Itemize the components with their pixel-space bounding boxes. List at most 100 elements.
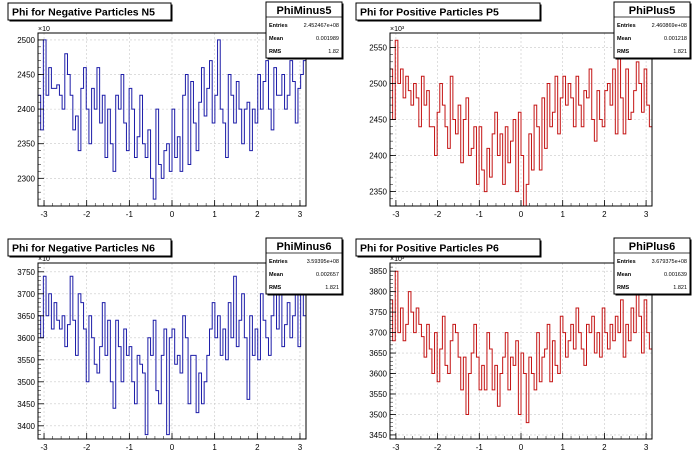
y-tick-label: 3650 (17, 312, 35, 321)
chart-panel-3: -3 -2 -1 0 1 2 3 3400 3450 3500 3550 3600 3650 3700 37… (7, 237, 344, 452)
stats-label: RMS (269, 285, 282, 291)
y-tick-label: 2350 (369, 188, 387, 197)
stats-name: PhiPlus5 (629, 5, 675, 17)
x-tick-label: -3 (40, 210, 48, 219)
chart-panel-1: -3 -2 -1 0 1 2 3 2300 2350 2400 2450 2500×10 Phi for… (7, 1, 344, 219)
x-tick-label: -3 (40, 443, 48, 452)
stats-label: Entries (269, 259, 288, 265)
title-box (355, 2, 541, 21)
stats-value: 1.821 (325, 285, 339, 291)
x-tick-label: 2 (255, 443, 260, 452)
y-tick-label: 2500 (17, 36, 35, 45)
x-tick-label: 1 (560, 443, 565, 452)
y-axis-exponent: ×10 (38, 256, 50, 263)
stats-value: 0.001989 (316, 36, 339, 42)
stats-name: PhiPlus6 (629, 241, 675, 253)
chart-panel-4: -3 -2 -1 0 1 2 3 3450 3500 3550 3600 3650 3700 3750 38… (355, 237, 692, 452)
title-box (7, 2, 172, 21)
stats-name: PhiMinus5 (276, 5, 331, 17)
y-tick-label: 2550 (369, 43, 387, 52)
x-tick-label: 2 (255, 210, 260, 219)
y-tick-label: 3850 (369, 267, 387, 276)
y-tick-label: 3800 (369, 288, 387, 297)
x-tick-label: 2 (602, 443, 607, 452)
x-tick-label: -2 (83, 443, 91, 452)
y-tick-label: 3550 (17, 356, 35, 365)
stats-label: Entries (617, 23, 636, 29)
x-tick-label: 0 (170, 210, 175, 219)
y-tick-label: 2450 (369, 116, 387, 125)
stats-value: 3.59395e+08 (307, 259, 339, 265)
x-tick-label: -1 (476, 210, 484, 219)
y-tick-label: 3450 (369, 431, 387, 440)
chart-title: Phi for Negative Particles N6 (12, 243, 155, 255)
x-tick-label: 2 (602, 210, 607, 219)
chart-title: Phi for Positive Particles P6 (360, 243, 499, 255)
stats-value: 1.821 (673, 285, 687, 291)
y-tick-label: 2400 (369, 152, 387, 161)
y-tick-label: 3500 (17, 378, 35, 387)
y-tick-label: 3650 (369, 349, 387, 358)
y-tick-label: 2350 (17, 140, 35, 149)
y-axis-exponent: ×10 (38, 26, 50, 33)
y-tick-label: 3600 (369, 370, 387, 379)
x-tick-label: -1 (476, 443, 484, 452)
chart-title: Phi for Negative Particles N5 (12, 7, 155, 19)
stats-label: Entries (617, 259, 636, 265)
x-tick-label: -2 (434, 210, 442, 219)
title-box (7, 238, 172, 257)
histogram-series (390, 39, 652, 207)
histogram-series (38, 275, 306, 436)
y-tick-label: 2450 (17, 71, 35, 80)
x-tick-label: -1 (126, 210, 134, 219)
stats-label: RMS (617, 49, 630, 55)
y-tick-label: 3450 (17, 400, 35, 409)
y-tick-label: 2500 (369, 79, 387, 88)
histogram-series (38, 39, 306, 200)
stats-value: 2.460869e+08 (652, 23, 687, 29)
y-tick-label: 3750 (369, 308, 387, 317)
y-tick-label: 3750 (17, 268, 35, 277)
chart-panel-2: -3 -2 -1 0 1 2 3 2350 2400 2450 2500 2550 ×10³ Phi fo… (355, 1, 692, 219)
stats-value: 1.82 (328, 49, 339, 55)
x-tick-label: 0 (519, 210, 524, 219)
stats-label: Mean (617, 272, 632, 278)
stats-label: Mean (269, 272, 284, 278)
x-tick-label: -2 (434, 443, 442, 452)
stats-box (265, 237, 343, 295)
stats-value: 1.821 (673, 49, 687, 55)
chart-title: Phi for Positive Particles P5 (360, 7, 499, 19)
stats-name: PhiMinus6 (276, 241, 331, 253)
x-tick-label: 1 (212, 210, 217, 219)
y-tick-label: 2300 (17, 174, 35, 183)
x-tick-label: 3 (298, 210, 303, 219)
stats-value: 0.002657 (316, 272, 339, 278)
x-tick-label: 0 (519, 443, 524, 452)
x-tick-label: 3 (644, 443, 649, 452)
stats-label: RMS (617, 285, 630, 291)
y-tick-label: 3600 (17, 334, 35, 343)
y-axis-exponent: ×10³ (390, 256, 405, 263)
histogram-series (390, 270, 652, 424)
stats-value: 3.679375e+08 (652, 259, 687, 265)
y-axis-exponent: ×10³ (390, 26, 405, 33)
x-tick-label: -1 (126, 443, 134, 452)
stats-box (265, 1, 343, 59)
stats-box (613, 1, 691, 59)
x-tick-label: -2 (83, 210, 91, 219)
stats-box (613, 237, 691, 295)
stats-value: 0.001218 (664, 36, 687, 42)
x-tick-label: 0 (170, 443, 175, 452)
y-tick-label: 3700 (369, 329, 387, 338)
y-tick-label: 3550 (369, 390, 387, 399)
x-tick-label: 1 (212, 443, 217, 452)
stats-label: Mean (269, 36, 284, 42)
x-tick-label: 3 (644, 210, 649, 219)
y-tick-label: 3400 (17, 422, 35, 431)
x-tick-label: 1 (560, 210, 565, 219)
y-tick-label: 2400 (17, 105, 35, 114)
x-tick-label: -3 (392, 210, 400, 219)
stats-value: 0.001639 (664, 272, 687, 278)
stats-label: RMS (269, 49, 282, 55)
